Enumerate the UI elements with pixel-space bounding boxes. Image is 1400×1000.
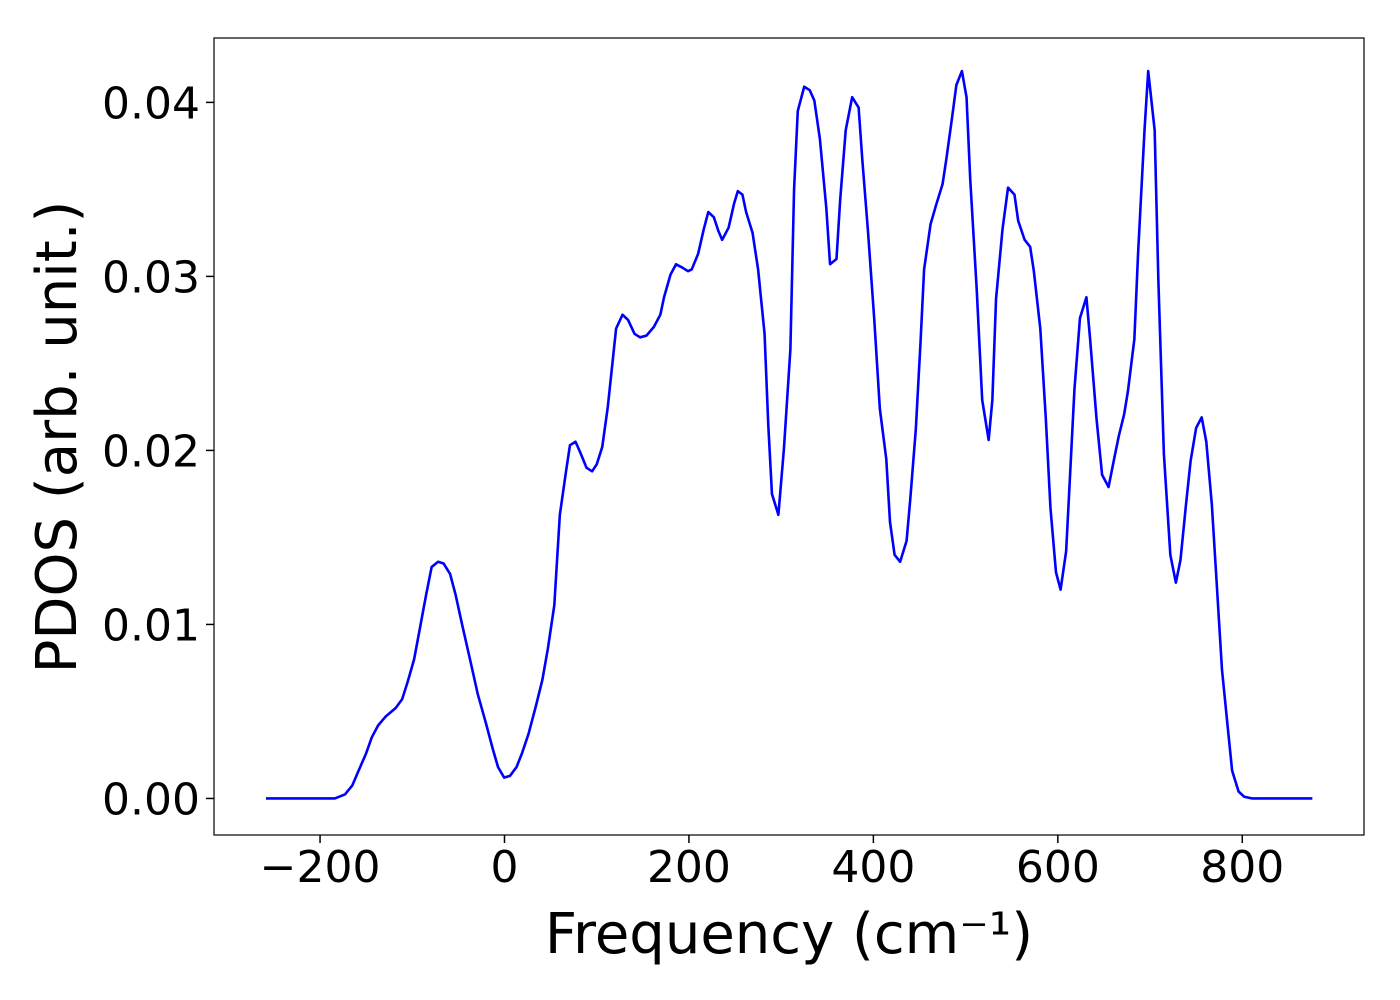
x-tick-label: −200 [260,842,381,893]
x-tick-label: 400 [831,842,915,893]
y-tick-label: 0.04 [102,78,200,129]
x-axis-label: Frequency (cm⁻¹) [545,902,1033,967]
y-tick-label: 0.01 [102,600,200,651]
x-tick-label: 800 [1200,842,1284,893]
x-tick-label: 200 [647,842,731,893]
y-axis-label: PDOS (arb. unit.) [25,201,90,674]
y-tick-label: 0.02 [102,426,200,477]
x-tick-label: 0 [490,842,518,893]
y-tick-label: 0.03 [102,252,200,303]
line [266,69,1313,800]
plot-frame [213,37,1365,836]
y-tick-label: 0.00 [102,774,200,825]
x-tick-label: 600 [1016,842,1100,893]
